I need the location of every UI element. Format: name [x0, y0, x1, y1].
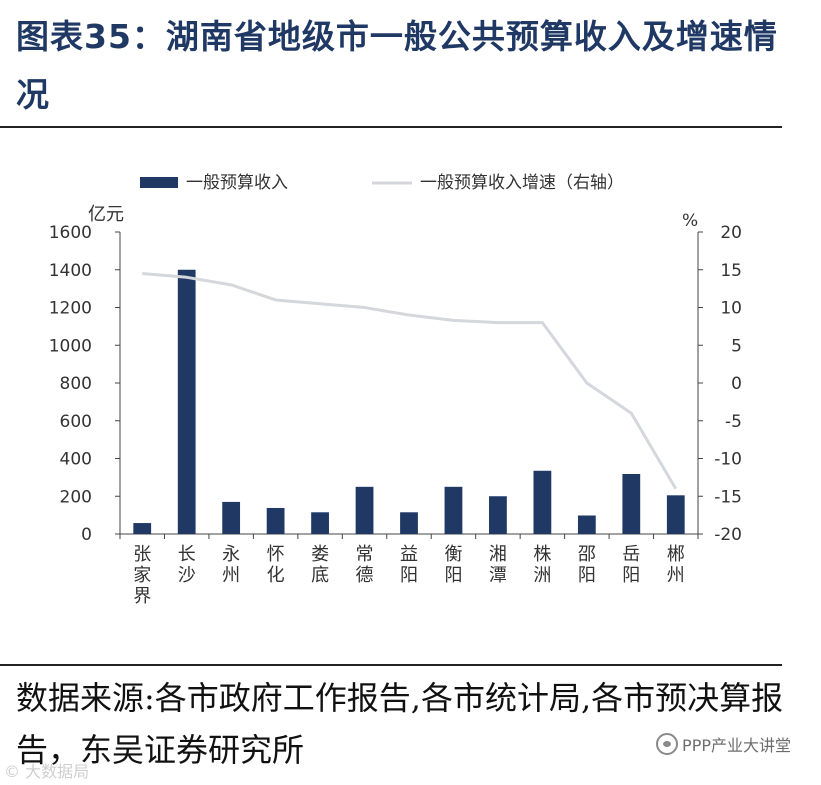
y-tick-label: 200 [60, 487, 92, 507]
bar [355, 486, 374, 534]
x-tick-label: 衡阳 [444, 544, 462, 586]
y2-tick-label: -10 [714, 450, 742, 470]
y-tick-label: 1000 [49, 336, 92, 356]
y2-tick-label: 5 [731, 336, 742, 356]
legend-line-label: 一般预算收入增速（右轴） [420, 173, 624, 193]
y2-tick-label: -5 [725, 412, 742, 432]
y-tick-label: 1600 [49, 223, 92, 243]
watermark-text: PPP产业大讲堂 [682, 736, 791, 755]
growth-line [142, 272, 678, 490]
y2-tick-label: 10 [720, 299, 742, 319]
bar [622, 473, 641, 534]
x-tick-label: 常德 [356, 544, 374, 586]
x-tick-label: 张家界 [133, 544, 151, 607]
bar [311, 512, 329, 534]
x-tick-label: 邵阳 [578, 544, 596, 586]
y-tick-label: 0 [81, 525, 92, 545]
bar [489, 496, 507, 534]
x-tick-label: 永州 [222, 544, 240, 586]
x-tick-label: 株洲 [533, 544, 551, 586]
watermark-left: © 大数据局 [4, 762, 90, 781]
bar [266, 507, 285, 534]
x-tick-label: 怀化 [267, 544, 285, 586]
legend-bar-swatch [140, 177, 178, 188]
y-tick-label: 1400 [49, 261, 92, 281]
y2-tick-label: -15 [714, 487, 742, 507]
bar [666, 495, 685, 534]
y-axis-title: 亿元 [88, 204, 124, 225]
bar [444, 486, 463, 534]
legend-bar-label: 一般预算收入 [186, 173, 288, 193]
y-tick-label: 600 [60, 412, 92, 432]
y2-axis-title: % [682, 211, 698, 231]
title-divider [0, 126, 782, 128]
y-tick-label: 400 [60, 450, 92, 470]
y2-tick-label: 0 [731, 374, 742, 394]
wechat-icon [656, 733, 679, 755]
bar [177, 269, 196, 534]
x-tick-label: 长沙 [178, 544, 196, 586]
y-tick-label: 800 [60, 374, 92, 394]
y2-tick-label: 15 [720, 261, 742, 281]
x-tick-label: 郴州 [667, 544, 685, 586]
combo-chart: 一般预算收入 一般预算收入增速（右轴）亿元 %0200400600800100012… [49, 173, 742, 607]
x-tick-label: 岳阳 [622, 544, 640, 586]
watermark: PPP产业大讲堂 [656, 732, 791, 756]
y-tick-label: 1200 [49, 299, 92, 319]
bar [133, 523, 152, 534]
x-tick-label: 益阳 [400, 544, 418, 586]
bar [222, 501, 241, 534]
y2-tick-label: -20 [714, 525, 742, 545]
page-title: 图表35：湖南省地级市一般公共预算收入及增速情况 [16, 17, 778, 114]
bar [400, 512, 418, 534]
y2-tick-label: 20 [720, 223, 742, 243]
x-tick-label: 湘潭 [489, 544, 507, 586]
source-note: 数据来源:各市政府工作报告,各市统计局,各市预决算报告，东吴证券研究所 [16, 679, 784, 769]
bar [577, 515, 596, 534]
x-tick-label: 娄底 [311, 544, 329, 586]
source-divider [0, 664, 782, 666]
bar [533, 470, 552, 534]
